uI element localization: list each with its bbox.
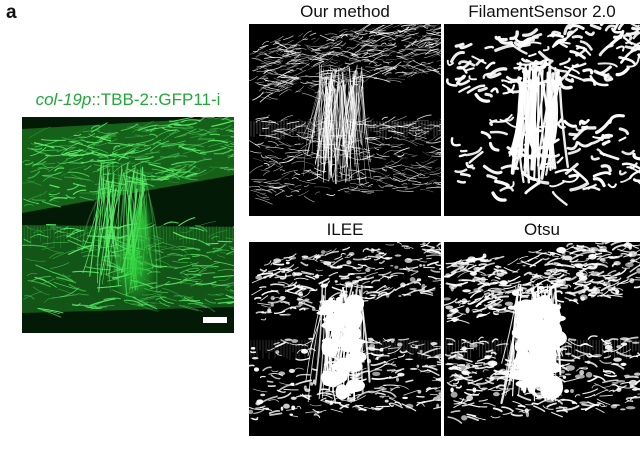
scale-bar	[203, 317, 227, 323]
panel-title-otsu: Otsu	[524, 220, 560, 239]
segmentation-our-method	[249, 24, 441, 216]
segmentation-otsu	[444, 242, 640, 436]
segmentation-filamentsensor	[444, 24, 640, 216]
construct-name: ::TBB-2::GFP11-i	[91, 90, 221, 109]
panel-label: a	[6, 2, 17, 23]
panel-title-our-method: Our method	[300, 2, 390, 21]
panel-title-ilee: ILEE	[326, 220, 364, 239]
source-image-title: col-19p::TBB-2::GFP11-i	[22, 90, 234, 110]
fluorescence-image	[22, 117, 234, 333]
panel-title-filamentsensor: FilamentSensor 2.0	[468, 2, 616, 21]
gene-name: col-19p	[35, 90, 92, 109]
segmentation-ilee	[249, 242, 441, 436]
